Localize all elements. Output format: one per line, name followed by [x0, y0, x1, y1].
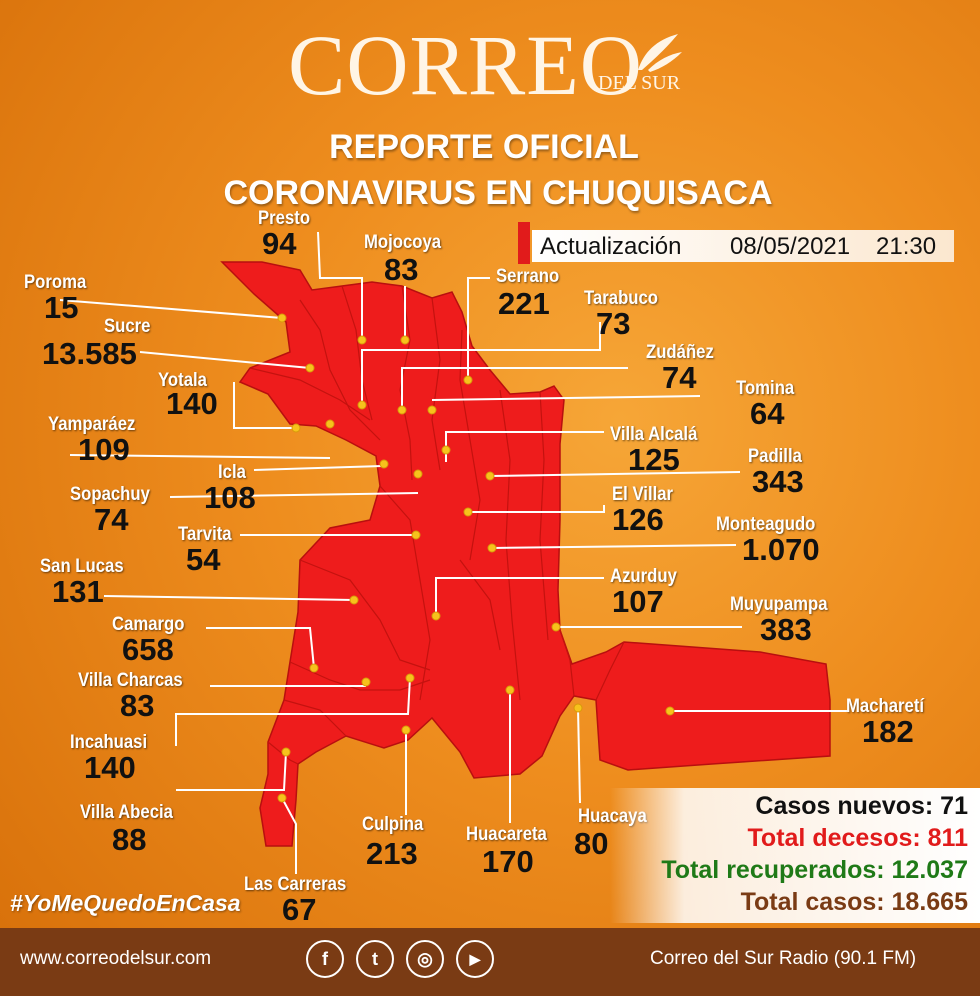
stats-panel: Casos nuevos: 71 Total decesos: 811 Tota… [610, 788, 980, 923]
municipality-value: 1.070 [742, 532, 820, 567]
municipality-value: 88 [112, 822, 147, 857]
stat-new-cases: Casos nuevos: 71 [755, 792, 968, 820]
municipality-value: 126 [612, 502, 664, 537]
brand-sub: DEL SUR [598, 72, 681, 94]
municipality-value: 15 [44, 290, 79, 325]
municipality-name: Serrano [496, 266, 560, 287]
municipality-name: Las Carreras [244, 874, 347, 895]
municipality-value: 131 [52, 574, 104, 609]
municipality-name: Tarvita [178, 524, 232, 545]
leaf-logo-icon [638, 34, 682, 72]
footer: www.correodelsur.com f t ◎ ▶ Correo del … [0, 928, 980, 996]
municipality-name: El Villar [612, 484, 674, 505]
update-accent-bar [518, 222, 530, 264]
municipality-value: 140 [84, 750, 136, 785]
municipality-name: Mojocoya [364, 232, 442, 253]
municipality-name: Zudáñez [646, 342, 714, 363]
location-dots [277, 313, 675, 803]
chuquisaca-map [59, 231, 848, 874]
stat-total: Total casos: 18.665 [740, 888, 968, 916]
municipality-value: 213 [366, 836, 418, 871]
municipality-name: Monteagudo [716, 514, 816, 535]
municipality-name: Azurduy [610, 566, 677, 587]
municipality-value: 67 [282, 892, 317, 927]
municipality-name: Muyupampa [730, 594, 828, 615]
municipality-value: 64 [750, 396, 785, 431]
municipality-value: 83 [384, 252, 419, 287]
update-panel: Actualización 08/05/2021 21:30 [532, 230, 954, 262]
municipality-value: 658 [122, 632, 174, 667]
municipality-name: Icla [218, 462, 246, 483]
update-date: 08/05/2021 [730, 233, 851, 260]
radio-info: Correo del Sur Radio (90.1 FM) [650, 948, 917, 969]
municipality-value: 221 [498, 286, 550, 321]
municipality-name: Macharetí [846, 696, 925, 717]
stat-deaths: Total decesos: 811 [747, 824, 968, 852]
municipality-name: Padilla [748, 446, 802, 467]
update-label: Actualización [540, 233, 682, 260]
facebook-icon[interactable]: f [306, 940, 344, 978]
page-title: REPORTE OFICIAL [329, 128, 639, 166]
municipality-value: 343 [752, 464, 804, 499]
municipality-value: 80 [574, 826, 609, 861]
municipality-value: 125 [628, 442, 680, 477]
municipality-name: Camargo [112, 614, 185, 635]
municipality-name: Huacareta [466, 824, 547, 845]
municipality-name: Sopachuy [70, 484, 150, 505]
municipality-value: 383 [760, 612, 812, 647]
municipality-name: Villa Charcas [78, 670, 183, 691]
municipality-name: Tarabuco [584, 288, 659, 309]
municipality-name: San Lucas [40, 556, 124, 577]
municipality-name: Incahuasi [70, 732, 148, 753]
municipality-value: 83 [120, 688, 155, 723]
municipality-name: Yotala [158, 370, 207, 391]
brand-logo: CORREO [288, 17, 643, 113]
municipality-value: 109 [78, 432, 130, 467]
municipality-value: 74 [662, 360, 697, 395]
page-subtitle: CORONAVIRUS EN CHUQUISACA [223, 174, 773, 212]
hashtag: #YoMeQuedoEnCasa [10, 890, 241, 916]
map-borders [249, 285, 625, 765]
municipality-value: 54 [186, 542, 221, 577]
municipality-value: 182 [862, 714, 914, 749]
municipality-name: Presto [258, 208, 311, 229]
municipality-value: 74 [94, 502, 129, 537]
stat-recovered: Total recuperados: 12.037 [661, 856, 968, 884]
municipality-value: 108 [204, 480, 256, 515]
municipality-name: Culpina [362, 814, 424, 835]
youtube-icon[interactable]: ▶ [456, 940, 494, 978]
municipality-value: 13.585 [42, 336, 137, 371]
municipality-name: Yamparáez [48, 414, 136, 435]
municipality-name: Villa Alcalá [610, 424, 698, 445]
leader-lines [59, 231, 848, 874]
header: CORREO DEL SUR REPORTE OFICIAL CORONAVIR… [0, 0, 980, 230]
twitter-icon[interactable]: t [356, 940, 394, 978]
municipality-name: Villa Abecia [80, 802, 173, 823]
update-banner: Actualización 08/05/2021 21:30 [518, 222, 954, 264]
instagram-icon[interactable]: ◎ [406, 940, 444, 978]
municipality-value: 107 [612, 584, 664, 619]
municipality-value: 170 [482, 844, 534, 879]
municipality-value: 140 [166, 386, 218, 421]
municipality-name: Poroma [24, 272, 87, 293]
municipality-name: Tomina [736, 378, 795, 399]
website-link[interactable]: www.correodelsur.com [20, 948, 212, 969]
update-time: 21:30 [876, 233, 937, 260]
municipality-value: 94 [262, 226, 297, 261]
municipality-value: 73 [596, 306, 631, 341]
municipality-name: Sucre [104, 316, 151, 337]
